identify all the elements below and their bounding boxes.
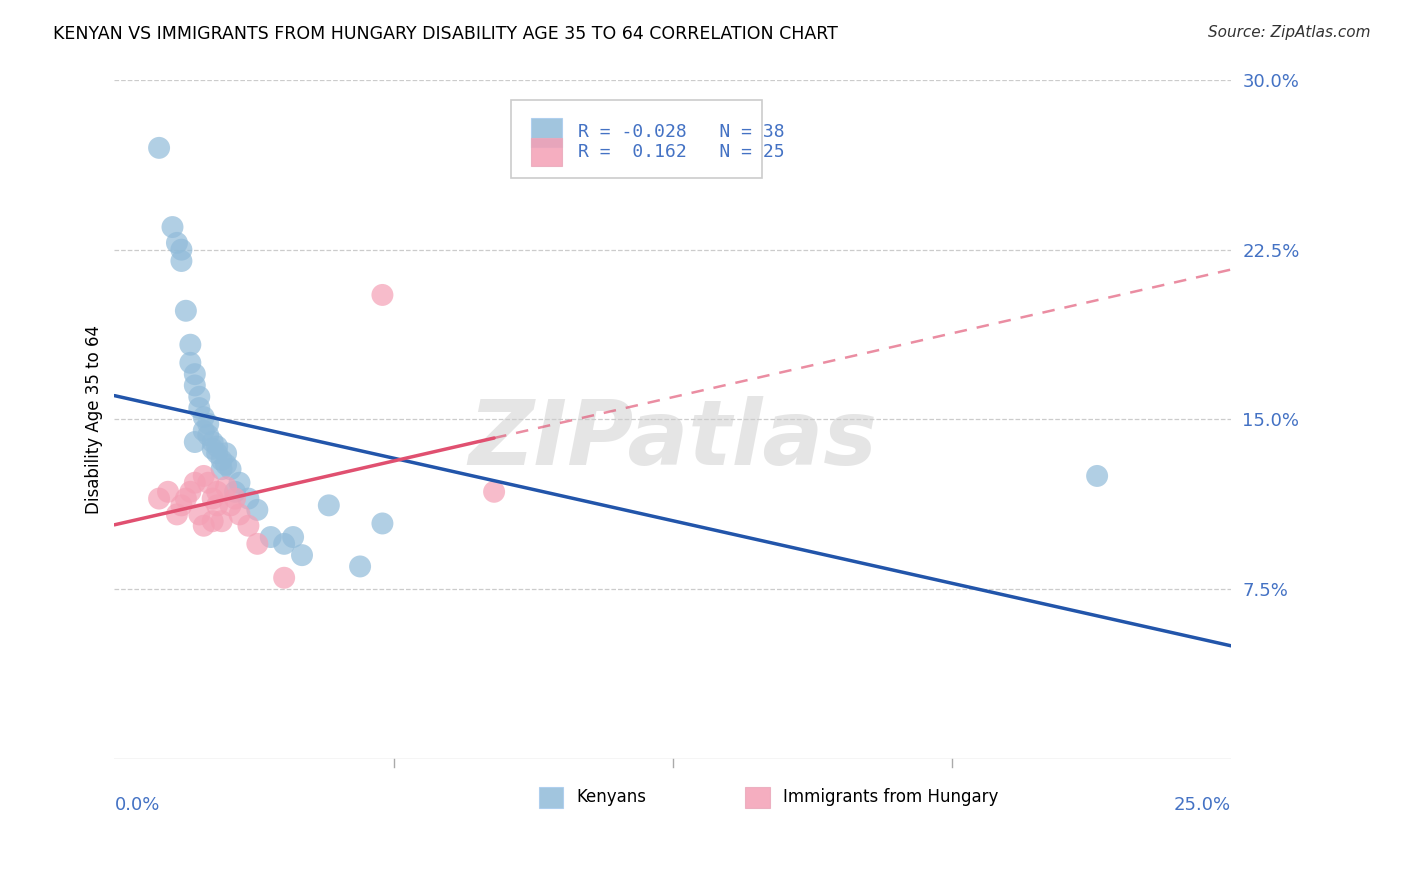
Point	[205, 440, 228, 454]
Point	[228, 475, 250, 490]
Text: R =  0.162   N = 25: R = 0.162 N = 25	[578, 143, 785, 161]
Text: 0.0%: 0.0%	[114, 797, 160, 814]
Point	[201, 442, 224, 456]
Point	[246, 537, 269, 551]
Point	[162, 220, 184, 235]
Point	[205, 484, 228, 499]
FancyBboxPatch shape	[531, 137, 562, 166]
Point	[205, 446, 228, 460]
Point	[197, 417, 219, 431]
Point	[184, 435, 207, 450]
Point	[188, 390, 211, 404]
Point	[1085, 469, 1108, 483]
Point	[238, 491, 260, 506]
Text: Source: ZipAtlas.com: Source: ZipAtlas.com	[1208, 25, 1371, 40]
Point	[148, 141, 170, 155]
Point	[291, 548, 314, 562]
Text: 25.0%: 25.0%	[1174, 797, 1232, 814]
Point	[170, 254, 193, 268]
Point	[219, 462, 242, 476]
Point	[211, 453, 233, 467]
Point	[184, 367, 207, 381]
Point	[201, 514, 224, 528]
FancyBboxPatch shape	[531, 118, 562, 146]
Point	[193, 424, 215, 438]
Point	[179, 337, 201, 351]
Point	[193, 469, 215, 483]
Point	[371, 288, 394, 302]
Point	[166, 508, 188, 522]
Text: Immigrants from Hungary: Immigrants from Hungary	[783, 788, 998, 805]
Point	[215, 480, 238, 494]
Text: R = -0.028   N = 38: R = -0.028 N = 38	[578, 123, 785, 141]
Point	[188, 508, 211, 522]
FancyBboxPatch shape	[510, 100, 762, 178]
Point	[482, 484, 505, 499]
Y-axis label: Disability Age 35 to 64: Disability Age 35 to 64	[86, 325, 103, 514]
Point	[205, 499, 228, 513]
Point	[228, 508, 250, 522]
Text: ZIPatlas: ZIPatlas	[468, 396, 877, 483]
Point	[318, 499, 340, 513]
Point	[184, 378, 207, 392]
Point	[156, 484, 179, 499]
Point	[238, 518, 260, 533]
Point	[211, 514, 233, 528]
Point	[174, 491, 197, 506]
Point	[273, 537, 295, 551]
Point	[201, 491, 224, 506]
Point	[224, 491, 246, 506]
Point	[148, 491, 170, 506]
Point	[174, 303, 197, 318]
Point	[260, 530, 283, 544]
Text: Kenyans: Kenyans	[576, 788, 647, 805]
Point	[197, 428, 219, 442]
Point	[219, 499, 242, 513]
FancyBboxPatch shape	[538, 788, 564, 807]
Point	[179, 356, 201, 370]
Point	[193, 410, 215, 425]
Point	[166, 235, 188, 250]
Point	[170, 243, 193, 257]
Point	[215, 446, 238, 460]
Point	[201, 435, 224, 450]
Point	[197, 475, 219, 490]
Point	[193, 518, 215, 533]
Point	[224, 484, 246, 499]
Point	[349, 559, 371, 574]
Point	[246, 503, 269, 517]
Point	[188, 401, 211, 415]
Point	[184, 475, 207, 490]
Text: KENYAN VS IMMIGRANTS FROM HUNGARY DISABILITY AGE 35 TO 64 CORRELATION CHART: KENYAN VS IMMIGRANTS FROM HUNGARY DISABI…	[53, 25, 838, 43]
Point	[170, 499, 193, 513]
Point	[273, 571, 295, 585]
Point	[371, 516, 394, 531]
Point	[215, 458, 238, 472]
Point	[179, 484, 201, 499]
Point	[281, 530, 304, 544]
Point	[211, 462, 233, 476]
FancyBboxPatch shape	[745, 788, 770, 807]
